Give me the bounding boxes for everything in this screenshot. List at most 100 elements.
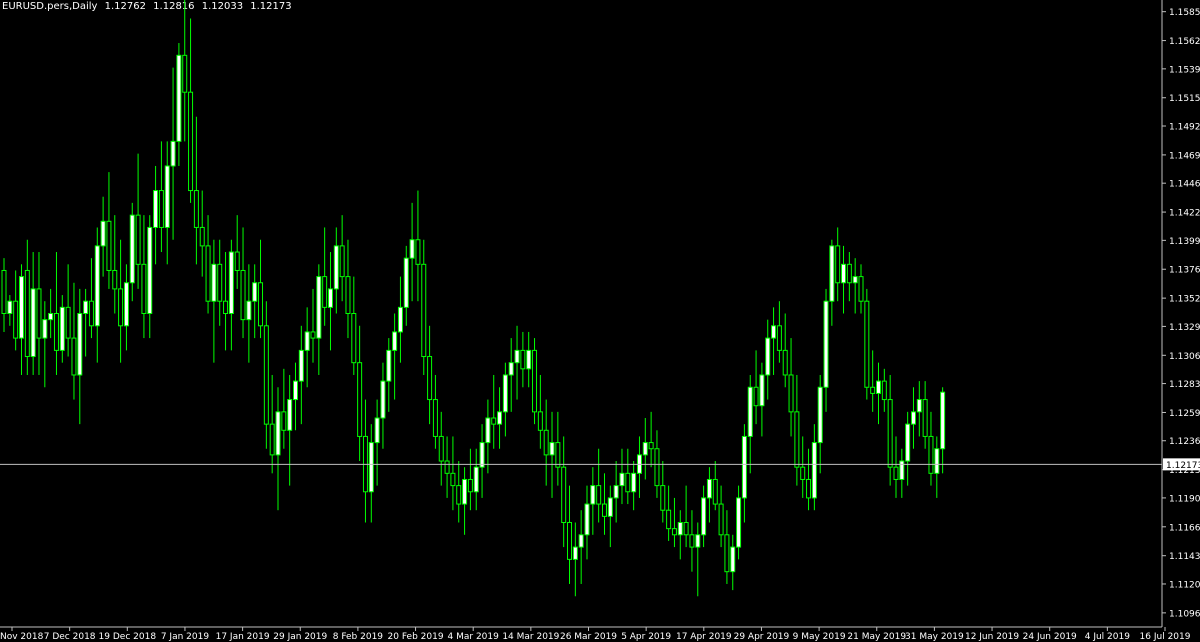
price-tick-label: 1.11200 [1169,580,1200,590]
candle-body-bear [223,300,229,314]
candle-body-bear [258,282,264,327]
candle-body-bull [392,331,398,351]
candle-body-bull [479,442,485,468]
candle-body-bear [432,399,438,437]
candle-body-bear [712,478,718,505]
candle-body-bear [217,263,223,302]
candle-body-bull [841,263,847,284]
candle-body-bear [415,239,421,265]
candle-body-bear [450,472,456,487]
candle-body-bear [858,276,864,302]
time-axis[interactable]: Nov 2018 7 Dec 2018 19 Dec 2018 7 Jan 2019 1… [0,626,1191,642]
candle-body-bull [170,140,176,167]
price-tick-label: 1.14925 [1169,123,1200,133]
candle-body-bull [631,472,637,493]
candle-body-bear [881,380,887,401]
candle-body-bear [835,245,841,284]
candle-body-bull [823,300,829,388]
candle-body-bear [53,313,59,351]
price-tick-label: 1.14690 [1169,151,1200,161]
time-tick-label: 12 Jun 2019 [965,632,1019,642]
candle-body-bull [287,399,293,431]
time-tick-label: Nov 2018 [0,632,44,642]
candle-body-bull [368,442,374,493]
candle-body-bear [182,54,188,93]
candle-body-bear [88,300,94,327]
candle-body-bear [864,300,870,388]
price-tick-label: 1.11665 [1169,523,1200,533]
candle-body-bull [153,190,159,228]
time-tick-label: 19 Dec 2018 [99,632,157,642]
price-tick-label: 1.15155 [1169,94,1200,104]
candle-body-bull [497,411,503,425]
candle-body-bull [736,497,742,548]
candle-body-bear [13,300,19,339]
candle-body-bear [718,503,724,536]
candle-body-bear [671,528,677,536]
candle-body-bull [409,239,415,259]
candle-body-bear [281,411,287,431]
time-tick-label: 9 May 2019 [793,632,846,642]
candle-body-bull [549,442,555,456]
time-tick-label: 5 Apr 2019 [621,632,671,642]
candle-body-bull [940,391,946,450]
time-tick-label: 16 Jul 2019 [1140,632,1191,642]
candle-body-bull [876,380,881,394]
price-tick-label: 1.15390 [1169,65,1200,75]
candle-body-bull [164,165,170,228]
candle-body-bull [765,337,771,376]
candle-body-bull [910,411,916,425]
candle-body-bear [601,503,607,517]
candle-body-bull [899,460,905,480]
price-axis[interactable]: 1.15855 1.15620 1.15390 1.15155 1.14925 1.146… [1161,0,1200,627]
candle-body-bear [24,269,30,358]
current-price-label: 1.12173 [1166,461,1200,471]
candle-body-bull [176,54,182,142]
candle-body-bear [922,399,928,437]
candle-body-bear [555,442,561,468]
chart-header: EURUSD.pers,Daily 1.12762 1.12816 1.1203… [2,1,296,12]
current-price-tag: 1.12173 [1163,458,1200,471]
candle-body-bull [677,522,683,536]
candle-body-bear [1,269,7,314]
price-tick-label: 1.14460 [1169,180,1200,190]
candle-body-bull [397,306,403,333]
candle-body-bear [794,411,800,468]
candle-body-bull [316,276,322,339]
price-tick-label: 1.11900 [1169,494,1200,504]
candle-body-bull [94,245,100,327]
price-tick-label: 1.12130 [1169,466,1200,476]
candle-body-bull [619,472,625,487]
candle-body-bull [380,380,386,419]
candle-body-bear [724,534,730,573]
candle-body-bear [427,356,433,401]
candle-body-bull [386,349,392,382]
low-value: 1.12033 [201,1,244,12]
candles-layer [1,0,946,597]
time-tick-label: 26 Mar 2019 [560,632,617,642]
candle-body-bear [928,435,934,474]
candle-body-bull [304,331,310,351]
time-tick-label: 7 Dec 2018 [44,632,96,642]
candle-body-bear [467,478,473,493]
candle-body-bear [788,374,794,413]
price-tick-label: 1.10965 [1169,609,1200,619]
candle-body-bull [817,386,823,444]
candle-body-bull [934,448,940,474]
time-tick-label: 17 Apr 2019 [676,632,732,642]
candle-body-bull [100,220,106,247]
candle-body-bear [491,417,497,425]
candle-body-bear [806,478,812,499]
price-tick-label: 1.13060 [1169,352,1200,362]
candle-body-bull [578,534,584,548]
candle-body-bull [642,442,648,456]
candle-body-bear [561,466,567,524]
candle-body-bull [147,226,153,314]
price-tick-label: 1.15620 [1169,37,1200,47]
candle-body-bull [123,282,129,327]
candle-body-bull [747,386,753,437]
candle-body-bear [188,91,194,192]
candle-body-bear [71,337,77,376]
time-tick-label: 17 Jan 2019 [216,632,270,642]
